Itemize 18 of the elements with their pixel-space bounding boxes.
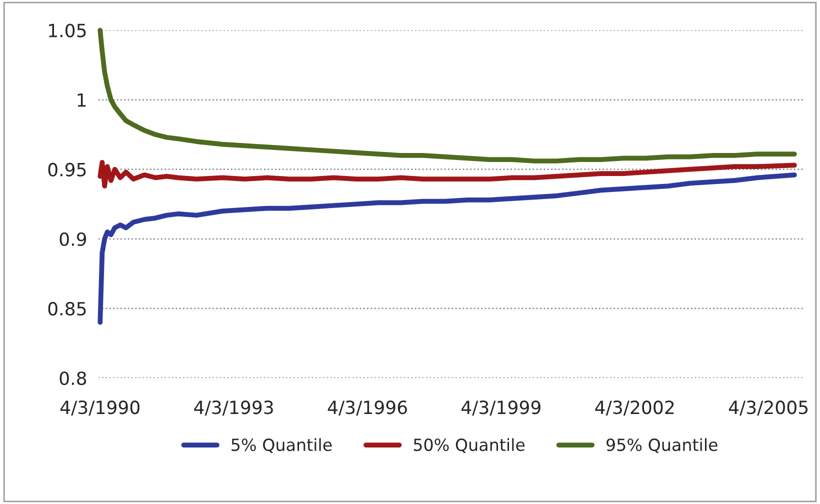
- legend-label: 95% Quantile: [606, 438, 718, 454]
- x-tick-label: 4/3/1999: [461, 400, 540, 416]
- y-tick-label: 0.85: [48, 302, 86, 316]
- x-tick-label: 4/3/1993: [194, 400, 273, 416]
- line-series: [98, 28, 797, 164]
- y-tick-label: 0.9: [60, 232, 86, 246]
- y-tick-label: 0.8: [60, 371, 86, 386]
- y-tick-label: 1.05: [49, 24, 86, 38]
- legend-label: 50% Quantile: [414, 438, 525, 454]
- y-tick-label: 1: [78, 93, 86, 107]
- line-series: [98, 160, 797, 188]
- legend-label: 5% Quantile: [232, 438, 332, 454]
- x-tick-label: 4/3/1990: [60, 400, 140, 416]
- x-tick-label: 4/3/2005: [728, 400, 808, 416]
- line-series: [98, 172, 797, 325]
- x-tick-label: 4/3/1996: [328, 400, 407, 416]
- y-tick-label: 0.95: [48, 162, 86, 176]
- x-tick-label: 4/3/2002: [595, 400, 674, 416]
